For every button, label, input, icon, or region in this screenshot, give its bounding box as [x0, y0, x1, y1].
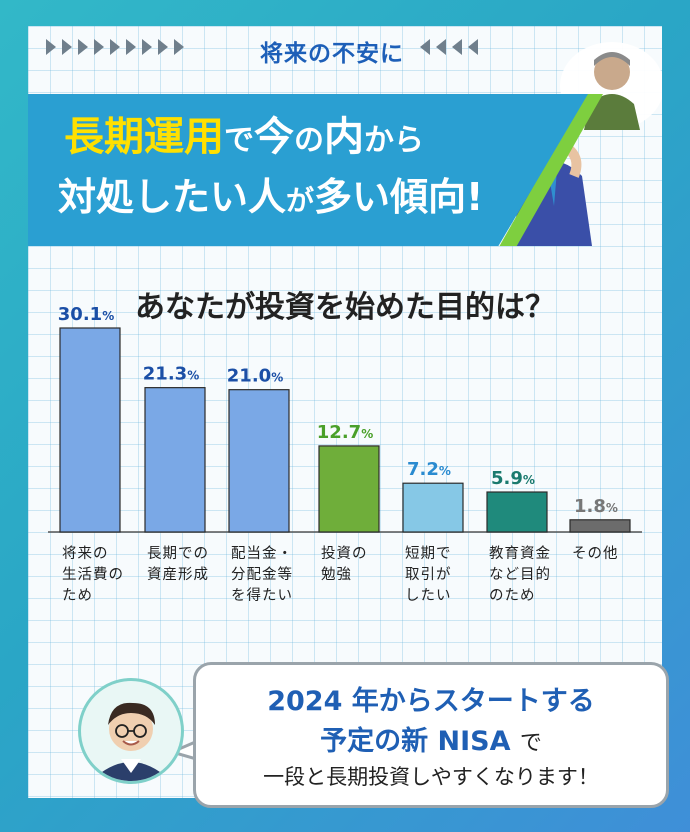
bar-5 — [486, 491, 548, 533]
advisor-portrait-icon — [91, 702, 171, 781]
grid-sheet: 将来の不安に 長期運用で今の内から 対処したい人が多い傾向! あなたが — [28, 26, 669, 808]
bar-0 — [59, 327, 121, 533]
category-label-3: 投資の 勉強 — [321, 546, 368, 583]
category-label-2: 配当金・ 分配金等 を得たい — [231, 546, 293, 604]
speech-bubble: 2024 年からスタートする 予定の新 NISA で 一段と長期投資しやすくなり… — [193, 662, 669, 808]
chart-title: あなたが投資を始めた目的は？ — [135, 290, 555, 325]
headline-particle-2: の — [294, 123, 324, 158]
bar-3 — [318, 445, 380, 533]
headline-particle-4: が — [286, 184, 315, 217]
bubble-line-3: 一段と長期投資しやすくなります！ — [263, 765, 599, 789]
bubble-nisa-text: 予定の新 NISA — [320, 726, 511, 757]
bar-6 — [569, 519, 631, 533]
category-label-6: その他 — [572, 546, 619, 562]
bubble-line-2: 予定の新 NISA で — [196, 719, 666, 758]
data-label-3: 12.7% — [317, 422, 373, 443]
headline-banner — [28, 94, 588, 246]
data-label-6: 1.8% — [574, 496, 618, 517]
headline-word-2: 今 — [254, 114, 294, 160]
left-arrows-icon — [46, 39, 184, 55]
bar-chart: 30.1% 21.3% 21.0% 12.7% 7.2% 5.9% 1.8% — [48, 304, 642, 533]
data-label-5: 5.9% — [491, 468, 535, 489]
right-arrows-icon — [420, 39, 478, 55]
data-label-1: 21.3% — [143, 364, 199, 385]
bar-2 — [228, 389, 290, 533]
headline-particle-3: から — [364, 123, 424, 158]
headline-word-5: 人 — [248, 175, 287, 219]
data-label-4: 7.2% — [407, 459, 451, 480]
bubble-line-1: 2024 年からスタートする — [267, 686, 595, 717]
headline-line-1: 長期運用で今の内から — [64, 104, 424, 162]
kicker-bar: 将来の不安に — [28, 26, 662, 76]
bar-1 — [144, 387, 206, 533]
headline-line-2: 対処したい人が多い傾向! — [58, 166, 483, 221]
bubble-particle: で — [519, 731, 542, 756]
advisor-avatar — [78, 678, 184, 784]
category-label-4: 短期で 取引が したい — [405, 546, 452, 604]
category-label-0: 将来の 生活費の ため — [62, 546, 124, 604]
category-label-1: 長期での 資産形成 — [147, 546, 209, 583]
headline-highlight-1: 長期運用 — [64, 114, 224, 160]
headline-particle-1: で — [224, 123, 254, 158]
headline-word-3: 内 — [324, 114, 364, 160]
kicker-text: 将来の不安に — [260, 41, 404, 67]
headline-word-6: 多い傾向! — [314, 175, 484, 219]
data-label-2: 21.0% — [227, 366, 283, 387]
category-label-5: 教育資金 など目的 のため — [489, 546, 551, 604]
data-label-0: 30.1% — [58, 304, 114, 325]
bar-4 — [402, 482, 464, 533]
headline-word-4: 対処したい — [58, 175, 249, 219]
